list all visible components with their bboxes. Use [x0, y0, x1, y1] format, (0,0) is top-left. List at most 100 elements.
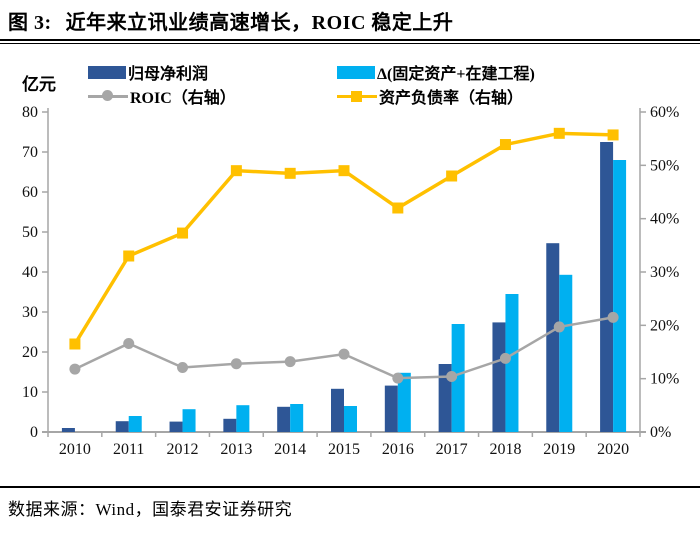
bar	[492, 322, 506, 432]
data-point-circle	[446, 371, 458, 383]
axis-tick-label: 20%	[650, 317, 679, 334]
axis-tick-label: 40%	[650, 211, 679, 228]
axis-tick-label: 2016	[382, 441, 414, 458]
data-point-square	[392, 202, 404, 214]
axis-tick-label: 70	[22, 144, 38, 161]
data-point-square	[338, 165, 350, 177]
bar	[600, 142, 614, 432]
data-point-square	[284, 167, 296, 179]
axis-tick-label: 2018	[489, 441, 521, 458]
combo-chart: 亿元 归母净利润 Δ(固定资产+在建工程) ROIC（右轴）	[0, 50, 700, 480]
data-point-square	[69, 338, 81, 350]
bar	[331, 388, 344, 432]
figure-title-text: 近年来立讯业绩高速增长，ROIC 稳定上升	[65, 12, 454, 34]
data-point-square	[123, 250, 135, 262]
bar	[559, 274, 573, 432]
bar	[546, 243, 560, 432]
bar	[128, 416, 142, 432]
legend-label: Δ(固定资产+在建工程)	[377, 66, 535, 83]
bar	[290, 404, 304, 432]
data-point-circle	[607, 311, 619, 323]
bar	[277, 406, 291, 432]
bar	[505, 294, 519, 432]
data-point-circle	[230, 358, 242, 370]
bar	[613, 160, 627, 432]
axis-tick-label: 50%	[650, 157, 679, 174]
left-axis-unit-label: 亿元	[22, 75, 56, 94]
axis-tick-label: 2011	[113, 441, 144, 458]
axis-tick-label: 2020	[597, 441, 629, 458]
axis-tick-label: 60%	[650, 104, 679, 121]
bar	[182, 409, 196, 432]
axis-tick-label: 10%	[650, 371, 679, 388]
chart-plot-area: 0 10 20 30 40 50 60 70 80 0% 10% 20% 30% 40% 50% 60% 201…	[22, 104, 679, 458]
bar	[169, 421, 183, 432]
data-point-square	[607, 129, 619, 141]
line-debt-ratio	[69, 127, 619, 350]
data-point-circle	[123, 337, 135, 349]
legend-item-net-profit: 归母净利润	[88, 60, 208, 84]
bars-capex-delta	[128, 160, 627, 432]
net-profit-swatch-icon	[88, 65, 126, 79]
data-point-circle	[338, 348, 350, 360]
axis-tick-label: 20	[22, 344, 38, 361]
axis-tick-label: 2019	[543, 441, 575, 458]
bar	[236, 405, 250, 432]
right-axis-ticks: 0% 10% 20% 30% 40% 50% 60%	[640, 104, 679, 441]
axis-tick-label: 40	[22, 264, 38, 281]
legend-label: 资产负债率（右轴）	[379, 90, 524, 107]
legend-item-capex-delta: Δ(固定资产+在建工程)	[337, 60, 535, 84]
data-point-square	[230, 165, 242, 177]
left-axis-ticks: 0 10 20 30 40 50 60 70 80	[22, 104, 48, 441]
bar	[451, 324, 465, 432]
axis-tick-label: 30%	[650, 264, 679, 281]
axis-tick-label: 0%	[650, 424, 671, 441]
data-point-square	[446, 170, 458, 182]
axis-tick-label: 60	[22, 184, 38, 201]
axis-tick-label: 2014	[274, 441, 306, 458]
axis-tick-label: 50	[22, 224, 38, 241]
chart-legend: 归母净利润 Δ(固定资产+在建工程) ROIC（右轴） 资产负债率（右轴）	[0, 50, 700, 110]
axis-tick-label: 2013	[220, 441, 252, 458]
legend-item-roic: ROIC（右轴）	[88, 84, 236, 108]
legend-label: 归母净利润	[128, 66, 209, 83]
bar	[223, 418, 237, 432]
line-roic	[69, 311, 619, 384]
legend-label: ROIC（右轴）	[130, 90, 236, 107]
axis-tick-label: 80	[22, 104, 38, 121]
title-divider-thin	[0, 43, 700, 44]
debt-ratio-line-swatch-icon	[337, 89, 377, 103]
data-point-circle	[284, 356, 296, 368]
data-point-circle	[69, 363, 81, 375]
figure-number: 图 3:	[8, 12, 52, 34]
data-point-circle	[392, 372, 404, 384]
bar	[61, 428, 75, 432]
bar	[344, 406, 357, 432]
axis-tick-label: 10	[22, 384, 38, 401]
data-point-circle	[177, 361, 189, 373]
bar	[115, 421, 129, 432]
source-divider	[0, 486, 700, 488]
bars-net-profit	[61, 142, 614, 432]
bar	[438, 364, 452, 432]
axis-tick-label: 2010	[59, 441, 91, 458]
data-point-square	[553, 127, 565, 139]
figure-title: 图 3: 近年来立讯业绩高速增长，ROIC 稳定上升	[8, 6, 696, 35]
roic-line-swatch-icon	[88, 89, 128, 103]
bar	[397, 372, 411, 432]
data-point-square	[177, 227, 189, 239]
axis-tick-label: 2017	[436, 441, 468, 458]
legend-item-debt-ratio: 资产负债率（右轴）	[337, 84, 523, 108]
axis-tick-label: 2015	[328, 441, 360, 458]
axis-tick-label: 30	[22, 304, 38, 321]
capex-delta-swatch-icon	[337, 65, 375, 79]
data-point-square	[499, 139, 511, 151]
axis-tick-label: 2012	[167, 441, 199, 458]
x-axis-ticks: 2010 2011 2012 2013 2014 2015 2016 2017 2018 2019…	[47, 432, 641, 458]
data-source-note: 数据来源：Wind，国泰君安证券研究	[8, 500, 293, 519]
data-point-circle	[499, 352, 511, 364]
bar	[384, 385, 398, 432]
title-divider-thick	[0, 39, 700, 41]
axis-tick-label: 0	[30, 424, 38, 441]
